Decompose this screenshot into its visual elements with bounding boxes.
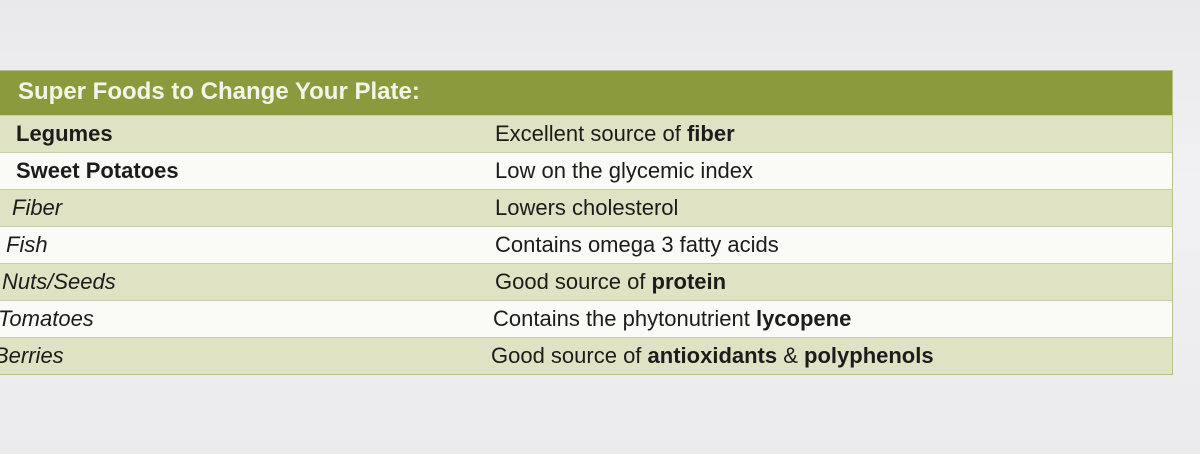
food-name: Fish <box>6 232 48 257</box>
table-row: Fish Contains omega 3 fatty acids <box>0 226 1172 263</box>
text-run: Low on the glycemic index <box>495 158 754 183</box>
food-name: Legumes <box>16 121 113 146</box>
bold-text: lycopene <box>755 306 852 331</box>
text-run: & <box>777 343 805 368</box>
table-row: Berries Good source of antioxidants & pol… <box>0 337 1172 374</box>
table-row: Tomatoes Contains the phytonutrient lycop… <box>0 300 1172 337</box>
text-run: Excellent source of <box>495 121 687 146</box>
food-benefit: Low on the glycemic index <box>495 153 753 189</box>
food-table: Super Foods to Change Your Plate: Legume… <box>0 70 1173 375</box>
bold-text: protein <box>651 269 727 294</box>
food-name: Tomatoes <box>0 306 94 331</box>
food-name: Sweet Potatoes <box>16 158 179 183</box>
table-row: Fiber Lowers cholesterol <box>0 189 1172 226</box>
food-benefit: Good source of protein <box>495 264 726 300</box>
food-benefit: Excellent source of fiber <box>495 116 735 152</box>
bold-text: fiber <box>686 121 735 146</box>
food-benefit: Contains omega 3 fatty acids <box>495 227 779 263</box>
food-name: Berries <box>0 343 64 368</box>
text-run: Good source of <box>491 343 648 368</box>
table-row: Legumes Excellent source of fiber <box>0 115 1172 152</box>
text-run: Lowers cholesterol <box>495 195 679 220</box>
table-row: Nuts/Seeds Good source of protein <box>0 263 1172 300</box>
bold-text: antioxidants <box>647 343 778 368</box>
food-benefit: Good source of antioxidants & polyphenol… <box>491 338 934 374</box>
food-name: Fiber <box>12 195 63 220</box>
bold-text: polyphenols <box>804 343 934 368</box>
table-body: Legumes Excellent source of fiber Sweet Po… <box>0 115 1172 374</box>
food-benefit: Contains the phytonutrient lycopene <box>493 301 851 337</box>
text-run: Contains the phytonutrient <box>493 306 756 331</box>
text-run: Contains omega 3 fatty acids <box>495 232 779 257</box>
food-name: Nuts/Seeds <box>2 269 116 294</box>
food-benefit: Lowers cholesterol <box>495 190 678 226</box>
text-run: Good source of <box>495 269 652 294</box>
table-row: Sweet Potatoes Low on the glycemic index <box>0 152 1172 189</box>
table-title: Super Foods to Change Your Plate: <box>0 71 1172 115</box>
